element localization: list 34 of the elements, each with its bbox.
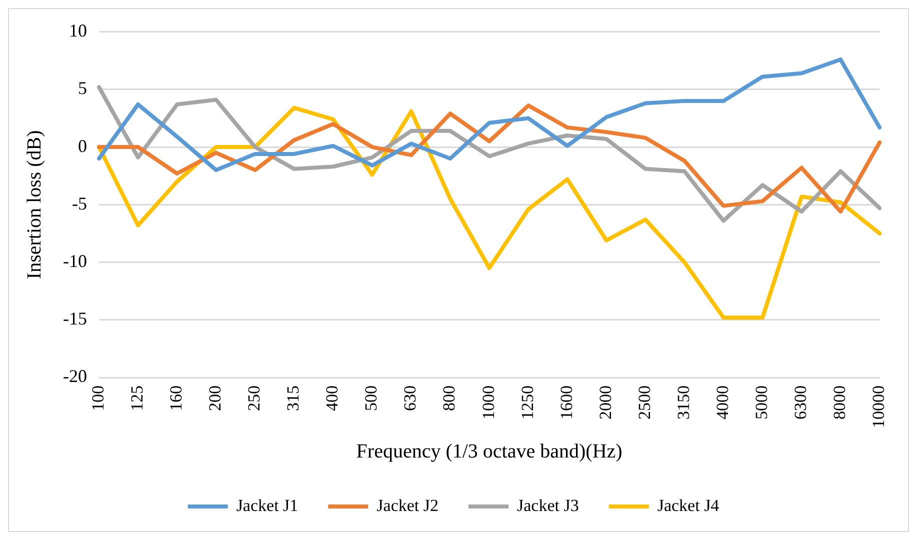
y-tick-label: -10 — [62, 251, 87, 271]
x-tick-label: 1600 — [556, 386, 576, 420]
x-tick-label: 250 — [244, 386, 264, 411]
x-axis-title: Frequency (1/3 octave band)(Hz) — [356, 440, 622, 462]
x-tick-label: 3150 — [674, 386, 693, 420]
y-tick-label: -20 — [62, 366, 87, 386]
x-tick-label: 10000 — [869, 386, 888, 428]
y-tick-label: 10 — [68, 20, 87, 41]
legend-label: Jacket J3 — [517, 496, 579, 515]
x-tick-label: 6300 — [791, 386, 810, 420]
y-tick-label: -5 — [72, 193, 87, 214]
y-tick-label: 0 — [78, 136, 87, 156]
x-tick-label: 2500 — [634, 386, 654, 420]
x-tick-label: 1250 — [518, 386, 537, 420]
legend-label: Jacket J1 — [236, 496, 298, 515]
x-tick-label: 125 — [127, 386, 146, 411]
x-tick-label: 160 — [166, 386, 186, 411]
x-tick-label: 400 — [322, 386, 342, 411]
legend-label: Jacket J4 — [657, 496, 720, 515]
x-tick-label: 5000 — [752, 386, 771, 420]
y-tick-label: -15 — [62, 308, 87, 329]
x-tick-label: 100 — [88, 386, 108, 411]
x-tick-label: 1000 — [478, 386, 498, 420]
x-tick-label: 315 — [284, 386, 303, 411]
x-tick-label: 200 — [206, 386, 225, 411]
x-tick-label: 8000 — [830, 386, 850, 420]
x-tick-label: 4000 — [712, 386, 732, 420]
x-tick-label: 630 — [400, 386, 420, 411]
x-tick-label: 500 — [362, 386, 381, 411]
y-axis-title: Insertion loss (dB) — [23, 130, 46, 280]
x-tick-label: 2000 — [596, 386, 615, 420]
legend-label: Jacket J2 — [376, 496, 439, 515]
y-tick-label: 5 — [78, 78, 87, 98]
x-tick-label: 800 — [440, 386, 459, 411]
